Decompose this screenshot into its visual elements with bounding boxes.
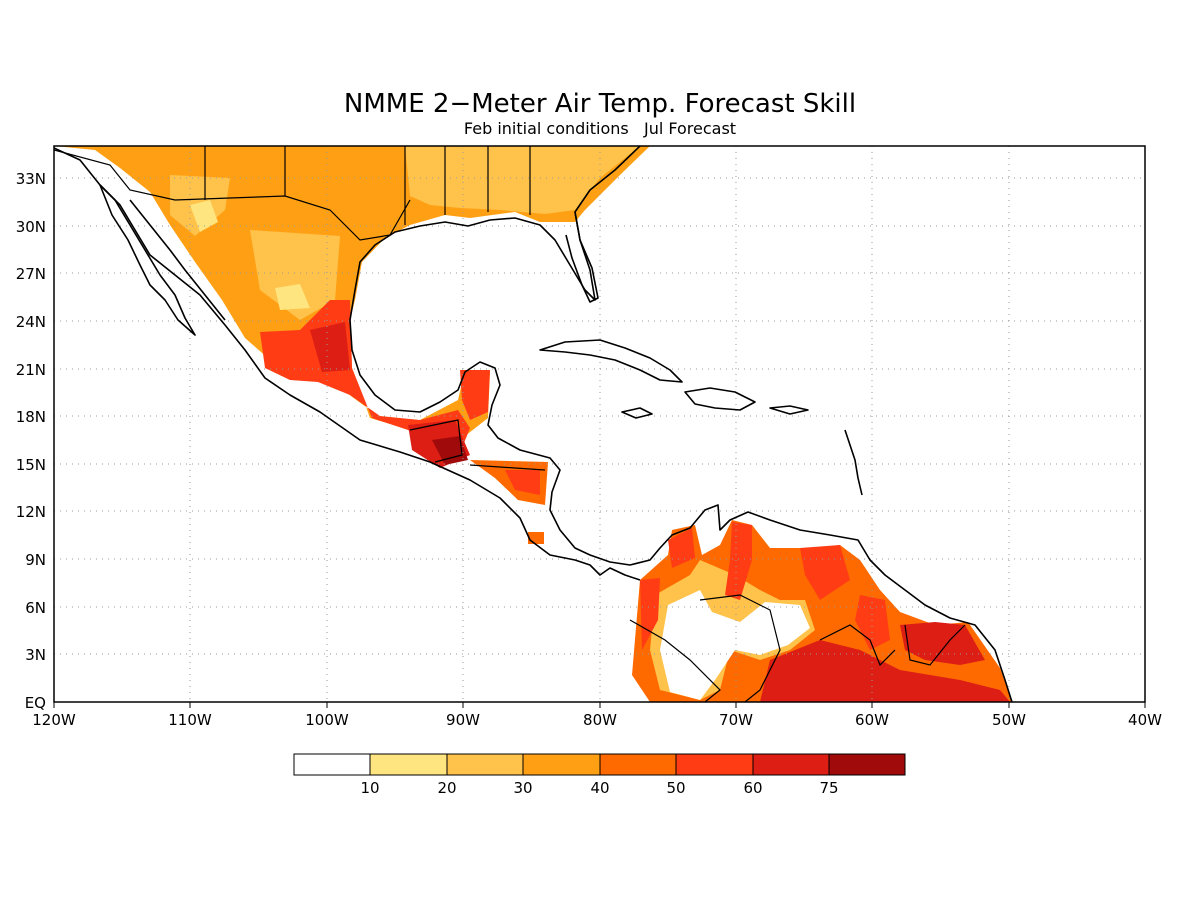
- region-mexico-low: [275, 284, 310, 310]
- region-yucatan: [460, 370, 490, 420]
- region-mexico-plateau: [250, 230, 340, 320]
- pacific-coastline: [54, 147, 641, 581]
- venezuela-border: [699, 594, 781, 702]
- region-mexico-core: [310, 322, 350, 372]
- lat-label: EQ: [25, 694, 46, 712]
- color-legend: 10 20 30 40 50 60 75: [293, 753, 906, 797]
- lat-label: 33N: [16, 170, 46, 188]
- region-guatemala-peak: [432, 436, 468, 465]
- lat-label: 21N: [16, 361, 46, 379]
- lon-label: 50W: [992, 711, 1026, 729]
- legend-swatch: [522, 753, 601, 776]
- lon-label: 40W: [1128, 711, 1162, 729]
- region-southeast-us: [405, 146, 640, 214]
- puerto-rico-coast: [769, 405, 809, 415]
- lat-label: 24N: [16, 313, 46, 331]
- map-title: NMME 2−Meter Air Temp. Forecast Skill: [344, 89, 856, 119]
- legend-swatch: [293, 753, 371, 776]
- skill-shading: [54, 146, 1012, 702]
- legend-swatch: [446, 753, 524, 776]
- longitude-labels: 120W 110W 100W 90W 80W 70W 60W 50W 40W: [32, 711, 1162, 729]
- legend-swatch: [599, 753, 677, 776]
- legend-label: 60: [743, 779, 762, 797]
- lon-label: 90W: [446, 711, 480, 729]
- cuba-coast: [539, 339, 683, 383]
- region-guianas: [900, 622, 985, 665]
- legend-swatch: [752, 753, 830, 776]
- us-mexico-border: [54, 149, 411, 241]
- legend-label: 30: [513, 779, 532, 797]
- caribbean-coastline: [349, 146, 1013, 702]
- legend-label: 20: [437, 779, 456, 797]
- legend-swatch: [675, 753, 754, 776]
- lat-label: 27N: [16, 265, 46, 283]
- map-subtitle: Feb initial conditions Jul Forecast: [464, 119, 736, 138]
- region-colombia-west: [640, 578, 660, 650]
- lon-label: 60W: [855, 711, 889, 729]
- axis-ticks: [53, 702, 1146, 708]
- lon-label: 110W: [168, 711, 212, 729]
- region-colombia-low: [660, 590, 810, 700]
- region-sonora-low: [190, 200, 218, 232]
- florida-coast: [565, 211, 599, 303]
- latitude-labels: 33N 30N 27N 24N 21N 18N 15N 12N 9N 6N 3N…: [16, 170, 46, 712]
- legend-label: 10: [360, 779, 379, 797]
- lon-label: 80W: [583, 711, 617, 729]
- legend-label: 75: [819, 779, 838, 797]
- region-venezuela-ridge: [725, 522, 752, 600]
- lon-label: 100W: [305, 711, 349, 729]
- lesser-antilles: [844, 429, 863, 496]
- jamaica-coast: [621, 407, 653, 419]
- lon-label: 70W: [719, 711, 753, 729]
- lat-label: 6N: [25, 599, 46, 617]
- lon-label: 120W: [32, 711, 76, 729]
- guatemala-border: [409, 419, 463, 463]
- region-venezuela-east: [800, 545, 850, 600]
- hispaniola-coast: [684, 387, 756, 411]
- lat-label: 30N: [16, 218, 46, 236]
- lat-label: 18N: [16, 408, 46, 426]
- lat-label: 3N: [25, 646, 46, 664]
- political-borders: [54, 146, 966, 702]
- legend-swatch: [369, 753, 448, 776]
- region-colombia-coast: [668, 528, 695, 568]
- region-guyana: [855, 595, 890, 650]
- legend-label: 50: [666, 779, 685, 797]
- region-honduras-core: [505, 470, 540, 495]
- honduras-border: [469, 464, 546, 471]
- suriname-border: [904, 624, 966, 666]
- colombia-border: [629, 619, 721, 702]
- baja-california-coast: [99, 184, 196, 336]
- lat-label: 9N: [25, 551, 46, 569]
- lat-label: 15N: [16, 456, 46, 474]
- coastlines: [54, 146, 1013, 702]
- lat-label: 12N: [16, 503, 46, 521]
- legend-label: 40: [590, 779, 609, 797]
- region-amazon-north: [760, 640, 1010, 702]
- region-costa-rica: [528, 532, 544, 544]
- gulf-of-california-coast: [129, 199, 226, 321]
- guyana-border: [819, 624, 896, 667]
- legend-swatch: [828, 753, 906, 776]
